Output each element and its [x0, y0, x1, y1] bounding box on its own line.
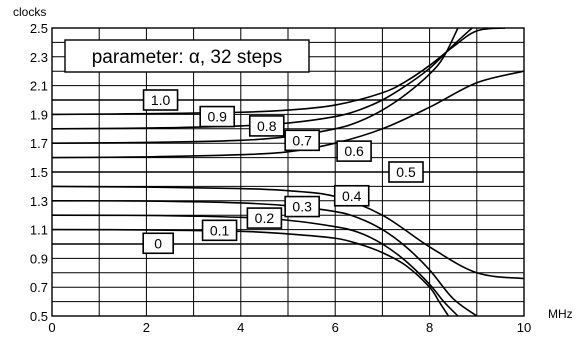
x-tick-label: 6: [332, 320, 339, 335]
curve-label-text: 0.2: [255, 210, 275, 226]
curve-label-text: 0: [154, 235, 162, 251]
curve-label-text: 0.1: [210, 222, 230, 238]
y-tick-label: 0.9: [30, 251, 48, 266]
curve-label-box: [248, 115, 285, 137]
series-curves: [52, 28, 524, 316]
curve-label-box: [284, 195, 320, 218]
y-axis-label: clocks: [13, 5, 46, 19]
curve-label-box: [336, 140, 372, 162]
x-tick-label: 8: [426, 320, 433, 335]
series-curve-alpha-0-3: [52, 200, 478, 316]
y-tick-label: 1.5: [30, 165, 48, 180]
curve-labels: 1.0 0.9 0.8 0.7 0.6 0.5 0.4 0.3 0.2 0.1 0: [142, 89, 424, 255]
y-tick-label: 2.3: [30, 50, 48, 65]
curve-label-box: [142, 89, 179, 111]
curve-label-1-0: 1.0: [142, 89, 179, 111]
y-tick-label: 1.7: [30, 136, 48, 151]
y-tick-label: 1.1: [30, 223, 48, 238]
x-tick-label: 2: [143, 320, 150, 335]
curve-label-text: 0.8: [257, 118, 277, 134]
axes: 0.5 0.7 0.9 1.1 1.3 1.5 1.7 1.9 2.1 2.3 2.5 0 2 4 6 8 10: [30, 21, 531, 335]
curve-label-0-3: 0.3: [284, 195, 320, 218]
curve-label-box: [199, 105, 235, 128]
curve-label-0-4: 0.4: [333, 184, 370, 207]
series-curve-alpha-0-4: [52, 185, 524, 280]
annotation-text: parameter: α, 32 steps: [92, 47, 283, 68]
series-curve-alpha-0-6: [52, 70, 524, 159]
curve-label-box: [388, 161, 424, 183]
curve-label-0-9: 0.9: [199, 105, 235, 128]
curve-label-box: [142, 232, 174, 255]
x-tick-label: 10: [517, 320, 531, 335]
curve-label-0-8: 0.8: [248, 115, 285, 137]
y-tick-label: 1.9: [30, 107, 48, 122]
series-curve-alpha-0-9: [52, 28, 506, 116]
y-tick-label: 0.5: [30, 309, 48, 324]
series-curve-alpha-0-2: [52, 214, 459, 316]
curve-label-0-2: 0.2: [246, 207, 283, 229]
curve-label-box: [246, 207, 283, 229]
parameter-annotation: parameter: α, 32 steps: [64, 39, 310, 73]
curve-label-text: 0.9: [207, 109, 227, 125]
curve-label-box: [333, 184, 370, 207]
curve-label-0-6: 0.6: [336, 140, 372, 162]
plot-frame: [51, 27, 525, 317]
series-curve-alpha-0-8: [52, 28, 473, 130]
curve-label-text: 0.7: [292, 132, 312, 148]
curve-label-box: [201, 219, 238, 242]
curve-label-text: 1.0: [151, 92, 171, 108]
y-tick-label: 0.7: [30, 280, 48, 295]
x-tick-label: 4: [237, 320, 244, 335]
annotation-box: [64, 39, 310, 73]
curve-label-text: 0.4: [342, 188, 362, 204]
y-tick-label: 1.3: [30, 194, 48, 209]
x-axis-label: MHz: [548, 307, 573, 321]
series-curve-alpha-0-1: [52, 228, 450, 316]
y-tick-label: 2.1: [30, 79, 48, 94]
curve-label-0-5: 0.5: [388, 161, 424, 183]
curve-label-0-1: 0.1: [201, 219, 238, 242]
curve-label-0-7: 0.7: [284, 129, 320, 152]
x-tick-label: 0: [48, 320, 55, 335]
curve-label-box: [284, 129, 320, 152]
curve-label-text: 0.5: [396, 164, 416, 180]
curve-label-text: 0.3: [292, 199, 312, 215]
curve-label-text: 0.6: [344, 143, 364, 159]
series-curve-alpha-0-7: [52, 28, 459, 144]
curve-label-0: 0: [142, 232, 174, 255]
y-tick-label: 2.5: [30, 21, 48, 36]
